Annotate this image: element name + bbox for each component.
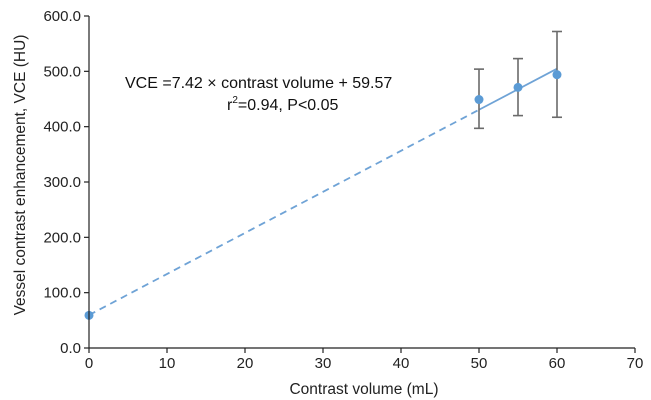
x-axis-label: Contrast volume (mL) (289, 381, 438, 398)
y-tick-label: 200.0 (43, 229, 81, 246)
r2-annotation: r2=0.94, P<0.05 (227, 95, 339, 114)
x-tick-label: 10 (159, 355, 176, 372)
x-tick-label: 70 (627, 355, 644, 372)
x-tick-label: 0 (85, 355, 93, 372)
y-ticks-group: 0.0 100.0 200.0 300.0 400.0 500.0 600.0 (43, 8, 89, 357)
y-tick-label: 300.0 (43, 174, 81, 191)
r2-superscript: 2 (232, 95, 238, 106)
x-tick-label: 30 (315, 355, 332, 372)
equation-annotation: VCE =7.42 × contrast volume + 59.57 (125, 75, 392, 92)
y-tick-label: 600.0 (43, 8, 81, 25)
x-tick-label: 40 (393, 355, 410, 372)
x-tick-label: 60 (549, 355, 566, 372)
x-ticks-group: 0 10 20 30 40 50 60 70 (85, 348, 644, 372)
y-tick-label: 0.0 (60, 340, 81, 357)
x-tick-label: 20 (237, 355, 254, 372)
data-point (474, 95, 484, 105)
data-point (513, 82, 523, 92)
y-tick-label: 400.0 (43, 119, 81, 136)
y-tick-label: 100.0 (43, 285, 81, 302)
error-bars-group (474, 30, 562, 130)
x-tick-label: 50 (471, 355, 488, 372)
data-points-group (84, 70, 562, 320)
data-point (552, 70, 562, 80)
y-tick-label: 500.0 (43, 63, 81, 80)
r2-prefix: r (227, 97, 233, 114)
y-axis-label: Vessel contrast enhancement, VCE (HU) (12, 35, 29, 316)
r2-rest: =0.94, P<0.05 (238, 97, 339, 114)
axes-group (88, 16, 635, 349)
fit-line-dashed (88, 108, 480, 316)
